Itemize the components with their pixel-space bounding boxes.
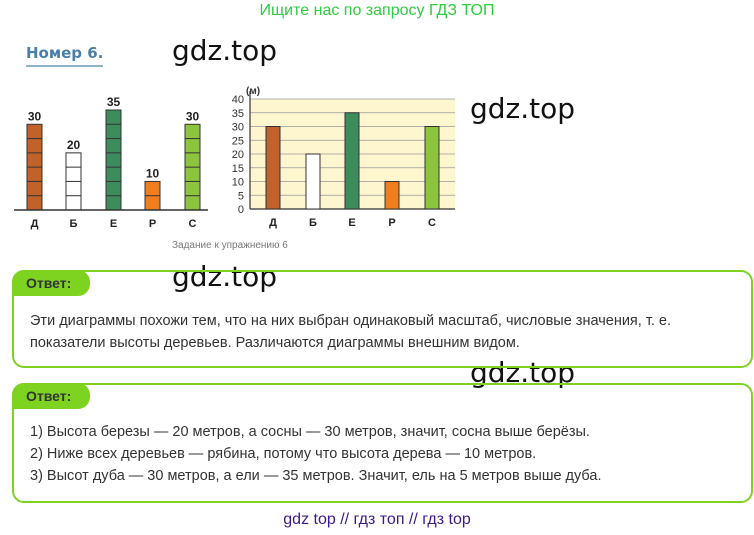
segmented-bar-chart: 30 Д 20 Б 35 Е 10 Р 30 С bbox=[14, 95, 208, 230]
answer-box-1: Ответ: Эти диаграммы похожи тем, что на … bbox=[12, 270, 753, 368]
watermark-2: gdz.top bbox=[470, 92, 576, 125]
category-label-2: Б bbox=[309, 217, 317, 229]
category-label-4: Р bbox=[388, 217, 395, 229]
answer1-line-1: Эти диаграммы похожи тем, что на них выб… bbox=[30, 313, 672, 329]
figure-caption: Задание к упражнению 6 bbox=[172, 240, 288, 251]
answer2-line-1: 1) Высота березы — 20 метров, а сосны — … bbox=[30, 424, 590, 440]
y-tick-label-5: 20 bbox=[232, 149, 244, 161]
bar-label-3: 35 bbox=[107, 95, 121, 109]
category-label-3: Е bbox=[348, 217, 355, 229]
answer1-line-2: показатели высоты деревьев. Различаются … bbox=[30, 335, 520, 351]
task-number: Номер 6. bbox=[26, 44, 104, 67]
watermark-3: gdz.top bbox=[172, 260, 278, 293]
bar-1 bbox=[265, 126, 281, 210]
y-tick-label-4: 15 bbox=[232, 163, 244, 175]
y-tick-label-3: 10 bbox=[232, 177, 244, 189]
category-label-1: Д bbox=[269, 217, 277, 229]
bar-label-2: 20 bbox=[67, 138, 81, 152]
y-tick-label-2: 5 bbox=[238, 190, 244, 202]
category-label-2: Б bbox=[70, 218, 78, 230]
answer-text-1: Эти диаграммы похожи тем, что на них выб… bbox=[30, 310, 671, 354]
bar-3 bbox=[105, 109, 122, 211]
category-label-3: Е bbox=[110, 218, 117, 230]
category-label-1: Д bbox=[31, 218, 39, 230]
answer-box-2: Ответ: 1) Высота березы — 20 метров, а с… bbox=[12, 383, 753, 503]
bar-label-1: 30 bbox=[28, 109, 42, 123]
answer-label-2: Ответ: bbox=[12, 383, 90, 409]
bar-label-5: 30 bbox=[186, 109, 200, 123]
footer-links: gdz top // гдз топ // гдз top bbox=[283, 511, 471, 528]
answer2-line-2: 2) Ниже всех деревьев — рябина, потому ч… bbox=[30, 446, 537, 462]
bar-4 bbox=[384, 181, 400, 210]
top-banner: Ищите нас по запросу ГДЗ ТОП bbox=[259, 2, 495, 19]
watermark-1: gdz.top bbox=[172, 34, 278, 67]
answer2-line-3: 3) Высот дуба — 30 метров, а ели — 35 ме… bbox=[30, 468, 602, 484]
y-tick-label-8: 35 bbox=[232, 108, 244, 120]
y-axis-unit: (м) bbox=[246, 86, 260, 97]
y-tick-label-1: 0 bbox=[238, 204, 244, 216]
y-tick-label-9: 40 bbox=[232, 94, 244, 106]
answer-text-2: 1) Высота березы — 20 метров, а сосны — … bbox=[30, 421, 602, 487]
answer-label-1: Ответ: bbox=[12, 270, 90, 296]
bar-3 bbox=[344, 112, 360, 210]
bar-2 bbox=[305, 153, 321, 210]
category-label-5: С bbox=[189, 218, 197, 230]
y-tick-label-7: 30 bbox=[232, 122, 244, 134]
category-label-5: С bbox=[428, 217, 436, 229]
y-tick-label-6: 25 bbox=[232, 135, 244, 147]
bar-5 bbox=[424, 126, 440, 210]
category-label-4: Р bbox=[149, 218, 156, 230]
bar-label-4: 10 bbox=[146, 166, 160, 180]
